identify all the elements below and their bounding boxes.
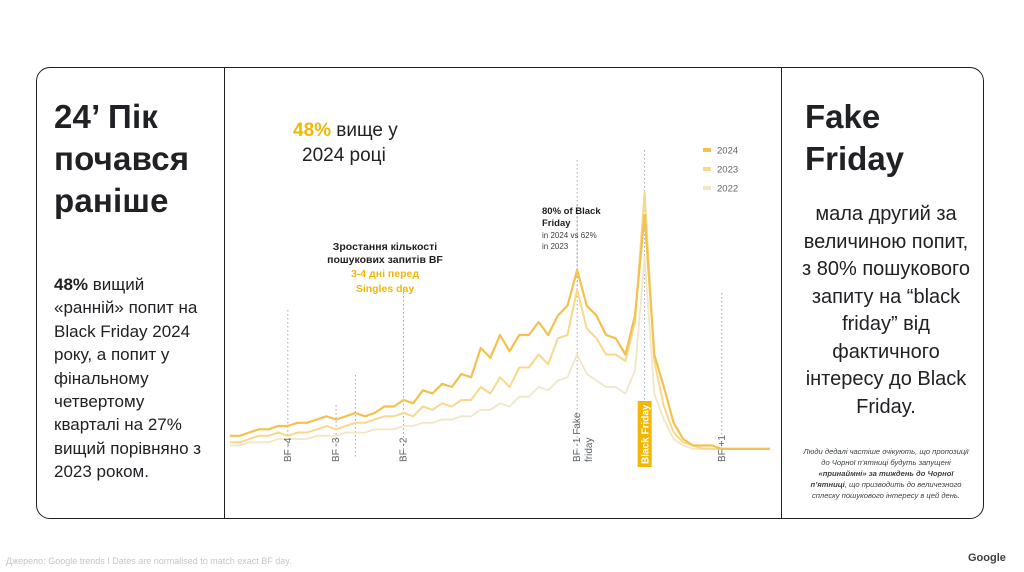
left-heading-line: 24’ Пік bbox=[54, 98, 159, 135]
left-heading-line: почався bbox=[54, 140, 190, 177]
left-body-rest: вищий «ранній» попит на Black Friday 202… bbox=[54, 275, 202, 482]
marker-label-text: BF +1 bbox=[717, 435, 728, 462]
fake-annotation-line: in 2024 vs 62% bbox=[542, 231, 597, 240]
marker-label-text: Black Friday bbox=[641, 404, 652, 464]
marker-label-text: friday bbox=[584, 438, 595, 462]
right-heading-line: Fake bbox=[805, 98, 881, 135]
legend-label: 2024 bbox=[717, 146, 738, 157]
growth-annotation-line: Зростання кількості bbox=[333, 241, 437, 253]
series-line-2023 bbox=[230, 191, 770, 450]
chart-title-highlight: 48% bbox=[293, 120, 331, 141]
marker-label: BF -4 bbox=[283, 437, 294, 462]
left-heading: 24’ Пік почався раніше bbox=[54, 96, 224, 222]
chart-title-rest: вище у bbox=[331, 120, 398, 141]
growth-annotation: Зростання кількості пошукових запитів BF… bbox=[327, 241, 443, 295]
source-note: Джерело: Google trends I Dates are norma… bbox=[6, 556, 292, 566]
fake-annotation-line: 80% of Black bbox=[542, 206, 601, 217]
divider-left bbox=[224, 67, 225, 519]
fake-friday-annotation: 80% of Black Friday in 2024 vs 62% in 20… bbox=[542, 206, 601, 251]
series-line-2022 bbox=[230, 256, 770, 450]
marker-label-text: BF -2 bbox=[399, 437, 410, 462]
fake-annotation-line: in 2023 bbox=[542, 242, 569, 251]
marker-label-text: BF -1 Fake bbox=[572, 412, 583, 462]
chart-legend: 2024 2023 2022 bbox=[703, 146, 738, 195]
marker-labels: BF -4 BF -3 BF -2 BF -1 Fake friday Black Fri… bbox=[283, 401, 728, 467]
marker-label-black-friday: Black Friday bbox=[637, 401, 652, 467]
black-friday-highlight bbox=[637, 401, 652, 467]
chart-title-line1: 48% вище у bbox=[293, 120, 398, 141]
left-heading-line: раніше bbox=[54, 182, 169, 219]
right-body-text: мала другий за величиною попит, з 80% по… bbox=[802, 203, 970, 418]
content-card bbox=[36, 67, 984, 519]
growth-annotation-line: пошукових запитів BF bbox=[327, 254, 443, 266]
right-footnote: Люди дедалі частіше очікують, що пропози… bbox=[800, 446, 972, 501]
growth-annotation-line: 3-4 дні перед bbox=[351, 268, 419, 280]
right-footnote-part: , що призводить до величезного сплеску п… bbox=[811, 480, 962, 500]
left-body-text: 48% вищий «ранній» попит на Black Friday… bbox=[54, 273, 214, 484]
marker-label-text: BF -4 bbox=[283, 437, 294, 462]
right-footnote-part: Люди дедалі частіше очікують, що пропози… bbox=[803, 447, 969, 467]
right-heading: Fake Friday bbox=[805, 96, 975, 180]
google-logo: Google bbox=[968, 552, 1006, 564]
marker-label-text: BF -3 bbox=[331, 437, 342, 462]
marker-label: BF +1 bbox=[717, 435, 728, 462]
series-line-2024 bbox=[230, 213, 770, 450]
legend-label: 2022 bbox=[717, 184, 738, 195]
chart-title-line2: 2024 році bbox=[302, 145, 386, 166]
left-body-highlight: 48% bbox=[54, 275, 89, 294]
divider-right bbox=[781, 67, 782, 519]
legend-label: 2023 bbox=[717, 165, 738, 176]
marker-label-fake-friday: BF -1 Fake friday bbox=[572, 412, 595, 462]
right-footnote-bold: «принаймні» за тиждень до Чорної п’ятниц… bbox=[810, 469, 954, 489]
marker-label: BF -2 bbox=[399, 437, 410, 462]
marker-lines bbox=[287, 150, 723, 458]
growth-annotation-line: Singles day bbox=[356, 283, 415, 295]
fake-annotation-line: Friday bbox=[542, 218, 571, 229]
marker-label: BF -3 bbox=[331, 437, 342, 462]
series-lines bbox=[230, 191, 770, 450]
right-heading-line: Friday bbox=[805, 140, 905, 177]
